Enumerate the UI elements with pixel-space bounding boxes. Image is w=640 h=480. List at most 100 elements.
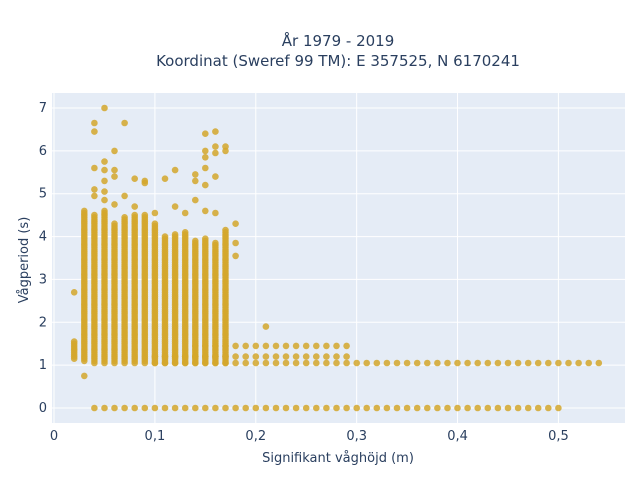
data-point bbox=[444, 404, 451, 412]
data-point bbox=[222, 342, 229, 350]
data-point bbox=[242, 342, 249, 350]
data-point bbox=[474, 359, 482, 367]
data-point bbox=[555, 359, 562, 367]
data-point bbox=[333, 353, 340, 360]
data-point bbox=[202, 181, 209, 189]
y-tick-label: 2 bbox=[39, 315, 47, 330]
data-point bbox=[313, 359, 320, 367]
data-point bbox=[282, 342, 290, 350]
data-point bbox=[222, 147, 229, 155]
data-point bbox=[534, 404, 542, 412]
data-point bbox=[141, 211, 149, 219]
data-point bbox=[343, 359, 350, 367]
data-point bbox=[282, 353, 290, 360]
data-point bbox=[282, 404, 290, 412]
data-points bbox=[70, 104, 603, 412]
data-point bbox=[121, 404, 128, 412]
data-point bbox=[151, 353, 159, 360]
data-point bbox=[81, 372, 88, 380]
data-point bbox=[484, 359, 492, 367]
data-point bbox=[262, 342, 270, 350]
data-point bbox=[91, 128, 98, 135]
data-point bbox=[151, 404, 159, 412]
data-point bbox=[111, 173, 118, 180]
data-point bbox=[192, 353, 199, 360]
data-point bbox=[101, 188, 108, 195]
data-point bbox=[232, 252, 239, 260]
x-axis-title: Signifikant våghöjd (m) bbox=[262, 451, 414, 466]
data-point bbox=[192, 196, 199, 204]
data-point bbox=[121, 214, 128, 221]
data-point bbox=[262, 353, 270, 360]
data-point bbox=[424, 359, 431, 367]
data-point bbox=[323, 353, 330, 360]
data-point bbox=[161, 233, 169, 240]
data-point bbox=[413, 359, 421, 367]
data-point bbox=[202, 207, 209, 215]
data-point bbox=[111, 166, 118, 174]
data-point bbox=[252, 353, 260, 360]
data-point bbox=[91, 164, 98, 172]
data-point bbox=[141, 179, 149, 187]
data-point bbox=[202, 235, 209, 242]
data-point bbox=[101, 158, 108, 165]
data-point bbox=[524, 404, 532, 412]
data-point bbox=[434, 404, 441, 412]
x-axis-ticks: 0 0,1 0,2 0,3 0,4 0,5 bbox=[50, 429, 569, 444]
data-point bbox=[151, 209, 159, 217]
data-point bbox=[202, 130, 209, 137]
data-point bbox=[192, 171, 199, 178]
data-point bbox=[181, 353, 189, 360]
data-point bbox=[302, 353, 310, 360]
data-point bbox=[101, 177, 108, 185]
data-point bbox=[504, 404, 512, 412]
data-point bbox=[121, 119, 128, 127]
data-point bbox=[212, 342, 219, 350]
data-point bbox=[323, 404, 330, 412]
data-point bbox=[232, 359, 239, 367]
data-point bbox=[494, 359, 502, 367]
data-point bbox=[504, 359, 512, 367]
data-point bbox=[232, 404, 239, 412]
data-point bbox=[171, 231, 179, 238]
data-point bbox=[545, 404, 552, 412]
x-tick-label: 0,2 bbox=[245, 429, 266, 444]
data-point bbox=[434, 359, 441, 367]
data-point bbox=[222, 359, 229, 367]
data-point bbox=[464, 359, 471, 367]
data-point bbox=[101, 207, 108, 215]
data-point bbox=[212, 209, 219, 217]
data-point bbox=[101, 104, 108, 112]
data-point bbox=[161, 359, 169, 367]
data-point bbox=[81, 207, 88, 215]
data-point bbox=[232, 342, 239, 350]
data-point bbox=[192, 177, 199, 185]
data-point bbox=[575, 359, 582, 367]
data-point bbox=[373, 359, 381, 367]
data-point bbox=[454, 359, 461, 367]
data-point bbox=[222, 226, 229, 234]
data-point bbox=[242, 404, 249, 412]
y-tick-label: 7 bbox=[39, 101, 47, 116]
data-point bbox=[70, 289, 78, 296]
data-point bbox=[595, 359, 603, 367]
data-point bbox=[192, 404, 199, 412]
data-point bbox=[302, 404, 310, 412]
data-point bbox=[202, 404, 209, 412]
data-point bbox=[111, 404, 118, 412]
data-point bbox=[252, 342, 260, 350]
x-tick-label: 0,3 bbox=[346, 429, 367, 444]
data-point bbox=[555, 404, 562, 412]
data-point bbox=[272, 404, 280, 412]
data-point bbox=[171, 203, 179, 210]
data-point bbox=[524, 359, 532, 367]
data-point bbox=[383, 404, 391, 412]
y-tick-label: 0 bbox=[39, 401, 47, 416]
data-point bbox=[181, 404, 189, 412]
data-point bbox=[534, 359, 542, 367]
y-tick-label: 5 bbox=[39, 187, 47, 202]
data-point bbox=[363, 404, 371, 412]
data-point bbox=[212, 359, 219, 367]
data-point bbox=[363, 359, 371, 367]
data-point bbox=[202, 164, 209, 172]
